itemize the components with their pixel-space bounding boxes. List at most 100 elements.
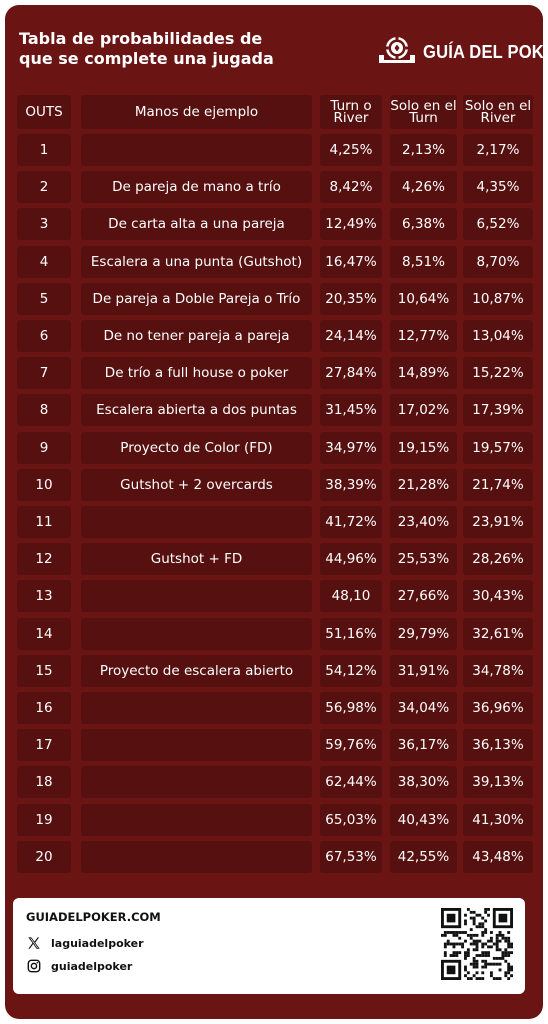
cell-hand: Escalera abierta a dos puntas	[81, 394, 312, 427]
cell-turn-or-river: 38,39%	[320, 468, 382, 501]
cell-hand	[81, 766, 312, 799]
cell-hand: Proyecto de escalera abierto	[81, 654, 312, 687]
cell-hand: De trío a full house o poker	[81, 357, 312, 390]
cell-river-only: 43,48%	[463, 840, 533, 873]
cell-river-only: 34,78%	[463, 654, 533, 687]
cell-river-only: 32,61%	[463, 617, 533, 650]
cell-outs: 7	[17, 357, 71, 390]
cell-turn-or-river: 51,16%	[320, 617, 382, 650]
cell-outs: 12	[17, 543, 71, 576]
cell-turn-only: 34,04%	[390, 692, 457, 724]
cell-turn-or-river: 27,84%	[320, 357, 382, 390]
cell-river-only: 10,87%	[463, 282, 533, 315]
cell-river-only: 4,35%	[463, 171, 533, 204]
footer: GUIADELPOKER.COM laguiadelpoker guiadelp…	[13, 898, 525, 994]
header-turn-or-river: Turn o River	[320, 95, 382, 129]
cell-outs: 8	[17, 394, 71, 427]
cell-turn-only: 17,02%	[390, 394, 457, 427]
cell-outs: 10	[17, 468, 71, 501]
cell-turn-only: 27,66%	[390, 580, 457, 613]
cell-outs: 15	[17, 654, 71, 687]
cell-hand: De pareja de mano a trío	[81, 171, 312, 204]
header-turn-only: Solo en el Turn	[390, 95, 457, 129]
qr-code-icon[interactable]	[441, 908, 513, 980]
cell-hand	[81, 134, 312, 166]
cell-hand	[81, 692, 312, 724]
poker-chip-logo-icon	[379, 36, 415, 63]
cell-turn-only: 2,13%	[390, 134, 457, 166]
cell-turn-only: 6,38%	[390, 208, 457, 241]
logo-text: GUÍA DEL POKER	[423, 41, 543, 62]
cell-turn-or-river: 59,76%	[320, 729, 382, 762]
cell-outs: 9	[17, 431, 71, 464]
cell-hand: Escalera a una punta (Gutshot)	[81, 245, 312, 278]
cell-hand: De no tener pareja a pareja	[81, 320, 312, 352]
x-logo-icon	[26, 935, 42, 951]
cell-turn-only: 14,89%	[390, 357, 457, 390]
cell-river-only: 36,13%	[463, 729, 533, 762]
cell-river-only: 30,43%	[463, 580, 533, 613]
cell-outs: 3	[17, 208, 71, 241]
instagram-icon	[26, 958, 42, 974]
cell-turn-only: 29,79%	[390, 617, 457, 650]
cell-turn-or-river: 4,25%	[320, 134, 382, 166]
cell-turn-only: 38,30%	[390, 766, 457, 799]
cell-river-only: 19,57%	[463, 431, 533, 464]
cell-outs: 11	[17, 506, 71, 538]
brand-logo[interactable]: GUÍA DEL POKER	[377, 35, 543, 69]
cell-outs: 5	[17, 282, 71, 315]
x-link[interactable]: laguiadelpoker	[26, 935, 144, 951]
header-outs: OUTS	[17, 95, 71, 129]
cell-outs: 18	[17, 766, 71, 799]
cell-turn-only: 12,77%	[390, 320, 457, 352]
cell-turn-only: 19,15%	[390, 431, 457, 464]
x-handle: laguiadelpoker	[51, 936, 144, 950]
title-line-2: que se complete una jugada	[19, 49, 274, 68]
cell-hand	[81, 506, 312, 538]
cell-outs: 20	[17, 840, 71, 873]
cell-river-only: 2,17%	[463, 134, 533, 166]
cell-turn-or-river: 67,53%	[320, 840, 382, 873]
cell-turn-or-river: 56,98%	[320, 692, 382, 724]
cell-hand: De pareja a Doble Pareja o Trío	[81, 282, 312, 315]
cell-turn-only: 31,91%	[390, 654, 457, 687]
cell-river-only: 15,22%	[463, 357, 533, 390]
cell-hand: Gutshot + 2 overcards	[81, 468, 312, 501]
cell-turn-or-river: 41,72%	[320, 506, 382, 538]
cell-hand	[81, 840, 312, 873]
cell-outs: 17	[17, 729, 71, 762]
cell-turn-or-river: 24,14%	[320, 320, 382, 352]
probability-card: Tabla de probabilidades de que se comple…	[5, 5, 543, 1019]
cell-turn-only: 36,17%	[390, 729, 457, 762]
cell-outs: 2	[17, 171, 71, 204]
cell-river-only: 21,74%	[463, 468, 533, 501]
cell-outs: 13	[17, 580, 71, 613]
cell-river-only: 17,39%	[463, 394, 533, 427]
cell-hand	[81, 729, 312, 762]
cell-river-only: 28,26%	[463, 543, 533, 576]
header-river-only: Solo en el River	[463, 95, 533, 129]
cell-turn-or-river: 20,35%	[320, 282, 382, 315]
website-link[interactable]: GUIADELPOKER.COM	[26, 910, 161, 924]
cell-turn-only: 25,53%	[390, 543, 457, 576]
cell-turn-only: 8,51%	[390, 245, 457, 278]
cell-turn-or-river: 34,97%	[320, 431, 382, 464]
cell-hand: Gutshot + FD	[81, 543, 312, 576]
cell-turn-only: 10,64%	[390, 282, 457, 315]
cell-river-only: 41,30%	[463, 803, 533, 836]
cell-turn-or-river: 65,03%	[320, 803, 382, 836]
cell-outs: 1	[17, 134, 71, 166]
cell-turn-or-river: 62,44%	[320, 766, 382, 799]
cell-outs: 4	[17, 245, 71, 278]
cell-turn-or-river: 48,10	[320, 580, 382, 613]
instagram-link[interactable]: guiadelpoker	[26, 958, 132, 974]
page-title: Tabla de probabilidades de que se comple…	[19, 29, 274, 69]
cell-outs: 19	[17, 803, 71, 836]
cell-turn-only: 21,28%	[390, 468, 457, 501]
cell-turn-only: 40,43%	[390, 803, 457, 836]
cell-turn-or-river: 12,49%	[320, 208, 382, 241]
cell-turn-only: 23,40%	[390, 506, 457, 538]
cell-hand: Proyecto de Color (FD)	[81, 431, 312, 464]
cell-river-only: 23,91%	[463, 506, 533, 538]
cell-turn-only: 42,55%	[390, 840, 457, 873]
